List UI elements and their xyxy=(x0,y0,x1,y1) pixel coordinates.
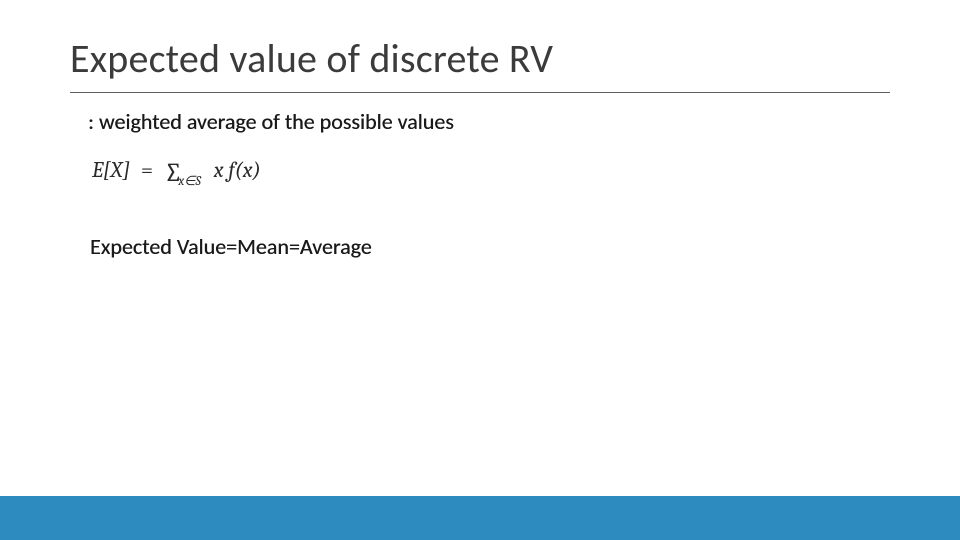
equivalence-text: Expected Value=Mean=Average xyxy=(90,233,880,260)
expected-value-formula: E[X] = ∑x∈S x f(x) xyxy=(92,157,880,191)
title-region: Expected value of discrete RV xyxy=(70,34,890,83)
footer-accent-bar xyxy=(0,496,960,540)
slide: Expected value of discrete RV : weighted… xyxy=(0,0,960,540)
formula-lhs: E[X] xyxy=(92,157,130,183)
slide-title: Expected value of discrete RV xyxy=(70,34,890,83)
sigma-subscript: x∈S xyxy=(178,174,201,189)
formula-equals: = xyxy=(141,157,153,183)
title-underline xyxy=(70,92,890,93)
definition-text: : weighted average of the possible value… xyxy=(88,108,880,135)
formula-term: x f(x) xyxy=(214,157,261,183)
slide-body: : weighted average of the possible value… xyxy=(88,108,880,260)
